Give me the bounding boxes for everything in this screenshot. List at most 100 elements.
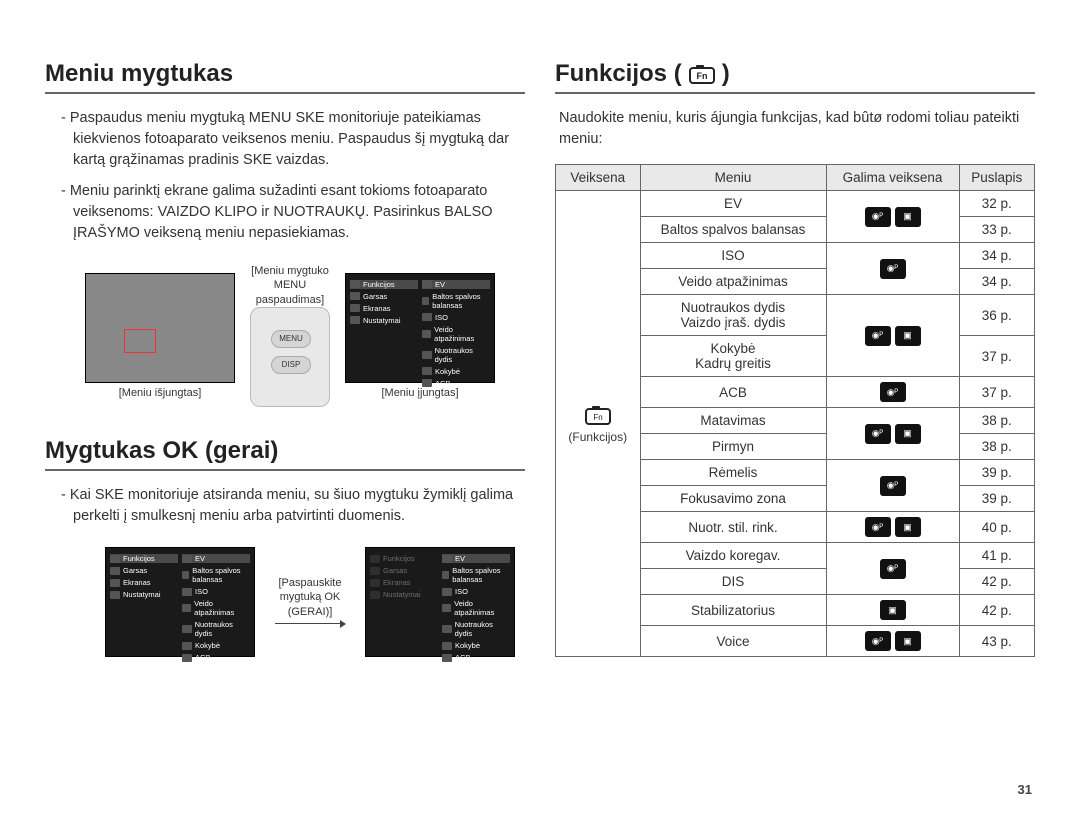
menu-item: EV <box>422 280 490 289</box>
menu-item: Garsas <box>110 566 178 575</box>
veiksena-label: (Funkcijos) <box>562 430 634 444</box>
modes-cell: ◉ᴾ <box>826 243 959 295</box>
arrow-block: [Paspauskite mygtuką OK (GERAI)] <box>265 576 355 628</box>
paragraph: - Meniu parinktį ekrane galima sužadinti… <box>73 181 525 244</box>
intro-text: Naudokite meniu, kuris ájungia funkcijas… <box>559 108 1035 150</box>
table-row: Fn(Funkcijos)EV◉ᴾ▣32 p. <box>556 191 1035 217</box>
page-number: 31 <box>1018 782 1032 797</box>
mode-video-icon: ▣ <box>895 207 921 227</box>
col-meniu: Meniu <box>640 165 826 191</box>
page-cell: 43 p. <box>959 626 1035 657</box>
mode-video-icon: ▣ <box>895 517 921 537</box>
page-cell: 34 p. <box>959 269 1035 295</box>
menu-item: Funkcijos <box>110 554 178 563</box>
page-cell: 34 p. <box>959 243 1035 269</box>
arrow-block: [Meniu mygtuko MENU paspaudimas] MENU DI… <box>245 264 335 407</box>
right-column: Funkcijos ( Fn ) Naudokite meniu, kuris … <box>555 60 1035 785</box>
menu-item: Ekranas <box>350 304 418 313</box>
page-cell: 39 p. <box>959 460 1035 486</box>
camera-lcd-off <box>85 273 235 383</box>
modes-cell: ◉ᴾ▣ <box>826 408 959 460</box>
modes-cell: ▣ <box>826 595 959 626</box>
menu-item: Veido atpažinimas <box>442 599 510 617</box>
meniu-cell: ACB <box>640 377 826 408</box>
svg-text:Fn: Fn <box>593 413 602 422</box>
menu-item: Ekranas <box>110 578 178 587</box>
modes-cell: ◉ᴾ <box>826 377 959 408</box>
menu-item: Veido atpažinimas <box>422 325 490 343</box>
camera-lcd-menu: Funkcijos Garsas Ekranas Nustatymai EV Balto… <box>105 547 255 657</box>
meniu-cell: EV <box>640 191 826 217</box>
table-header-row: Veiksena Meniu Galima veiksena Puslapis <box>556 165 1035 191</box>
menu-item: Funkcijos <box>370 554 438 563</box>
page-cell: 38 p. <box>959 408 1035 434</box>
meniu-cell: Pirmyn <box>640 434 826 460</box>
camera-lcd-submenu: FunkcijosGarsasEkranasNustatymai EVBalto… <box>365 547 515 657</box>
camera-disp-button: DISP <box>271 356 311 374</box>
menu-item: Nustatymai <box>110 590 178 599</box>
menu-item: Baltos spalvos balansas <box>182 566 250 584</box>
menu-item: EV <box>182 554 250 563</box>
menu-item: ACB <box>422 379 490 388</box>
meniu-cell: Rėmelis <box>640 460 826 486</box>
page-cell: 42 p. <box>959 595 1035 626</box>
page-cell: 32 p. <box>959 191 1035 217</box>
mode-photo-icon: ◉ᴾ <box>865 207 891 227</box>
left-column: Meniu mygtukas - Paspaudus meniu mygtuką… <box>45 60 525 785</box>
page-cell: 38 p. <box>959 434 1035 460</box>
meniu-cell: Matavimas <box>640 408 826 434</box>
menu-item: ISO <box>182 587 250 596</box>
paragraph: - Paspaudus meniu mygtuką MENU SKE monit… <box>73 108 525 171</box>
page-cell: 36 p. <box>959 295 1035 336</box>
meniu-cell: Nuotr. stil. rink. <box>640 512 826 543</box>
caption: [Meniu išjungtas] <box>119 387 202 399</box>
meniu-cell: Vaizdo koregav. <box>640 543 826 569</box>
camera-fn-icon: Fn <box>688 63 716 85</box>
page-cell: 37 p. <box>959 336 1035 377</box>
screenshot-block: [Meniu išjungtas] <box>85 273 235 399</box>
modes-cell: ◉ᴾ <box>826 460 959 512</box>
page-cell: 42 p. <box>959 569 1035 595</box>
arrow-label: [Paspauskite mygtuką OK (GERAI)] <box>265 576 355 619</box>
meniu-cell: Nuotraukos dydisVaizdo įraš. dydis <box>640 295 826 336</box>
meniu-cell: Fokusavimo zona <box>640 486 826 512</box>
camera-fn-icon: Fn <box>584 404 612 426</box>
focus-box-icon <box>124 329 156 353</box>
menu-item: Nuotraukos dydis <box>442 620 510 638</box>
menu-item: ACB <box>182 653 250 662</box>
menu-item: Ekranas <box>370 578 438 587</box>
col-veiksena: Veiksena <box>556 165 641 191</box>
menu-item: Kokybė <box>422 367 490 376</box>
menu-item: Baltos spalvos balansas <box>442 566 510 584</box>
meniu-cell: ISO <box>640 243 826 269</box>
modes-cell: ◉ᴾ▣ <box>826 626 959 657</box>
menu-item: Nuotraukos dydis <box>182 620 250 638</box>
mode-photo-icon: ◉ᴾ <box>880 382 906 402</box>
modes-cell: ◉ᴾ▣ <box>826 295 959 377</box>
modes-cell: ◉ᴾ <box>826 543 959 595</box>
mode-video-icon: ▣ <box>895 424 921 444</box>
menu-item: ISO <box>422 313 490 322</box>
screenshot-block: FunkcijosGarsasEkranasNustatymai EVBalto… <box>365 547 515 657</box>
page-cell: 40 p. <box>959 512 1035 543</box>
screenshot-row: [Meniu išjungtas] [Meniu mygtuko MENU pa… <box>85 264 525 407</box>
menu-item: Funkcijos <box>350 280 418 289</box>
menu-item: EV <box>442 554 510 563</box>
title-text: Funkcijos ( <box>555 60 682 88</box>
modes-cell: ◉ᴾ▣ <box>826 512 959 543</box>
menu-item: Nuotraukos dydis <box>422 346 490 364</box>
arrow-label: [Meniu mygtuko MENU paspaudimas] <box>245 264 335 307</box>
screenshot-row: Funkcijos Garsas Ekranas Nustatymai EV Balto… <box>105 547 525 657</box>
mode-photo-icon: ◉ᴾ <box>880 559 906 579</box>
menu-item: Kokybė <box>182 641 250 650</box>
page-cell: 37 p. <box>959 377 1035 408</box>
screenshot-block: Funkcijos Garsas Ekranas Nustatymai EV Balto… <box>105 547 255 657</box>
mode-photo-icon: ◉ᴾ <box>865 517 891 537</box>
meniu-cell: DIS <box>640 569 826 595</box>
modes-cell: ◉ᴾ▣ <box>826 191 959 243</box>
col-galima: Galima veiksena <box>826 165 959 191</box>
mode-photo-icon: ◉ᴾ <box>865 424 891 444</box>
page-cell: 33 p. <box>959 217 1035 243</box>
menu-item: Garsas <box>350 292 418 301</box>
menu-item: ACB <box>442 653 510 662</box>
